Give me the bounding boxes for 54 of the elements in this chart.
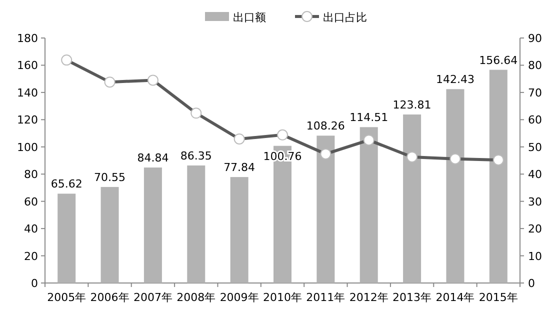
y2-tick-label: 70 — [528, 86, 542, 100]
bar — [144, 168, 162, 283]
bar — [489, 70, 508, 283]
x-tick-label: 2005年 — [47, 291, 86, 304]
data-label: 84.84 — [137, 152, 169, 165]
y2-tick-label: 80 — [528, 59, 542, 72]
y2-tick-label: 30 — [528, 195, 542, 208]
x-tick-label: 2015年 — [478, 291, 518, 304]
y-tick-label: 20 — [24, 250, 38, 263]
data-label: 86.35 — [180, 149, 212, 162]
x-tick-label: 2009年 — [220, 291, 259, 304]
y2-tick-label: 20 — [528, 222, 542, 236]
x-tick-label: 2006年 — [90, 291, 130, 304]
data-label: 142.43 — [436, 73, 474, 86]
x-tick-label: 2010年 — [263, 291, 302, 304]
y-tick-label: 100 — [17, 140, 38, 154]
y-tick-label: 160 — [17, 59, 38, 72]
data-label: 114.51 — [350, 111, 388, 124]
x-tick-label: 2013年 — [392, 291, 432, 304]
y2-tick-label: 10 — [528, 250, 542, 263]
legend-label: 出口额 — [233, 11, 266, 24]
data-label: 123.81 — [392, 98, 432, 112]
x-tick-label: 2014年 — [436, 291, 475, 304]
y-tick-label: 120 — [17, 114, 38, 127]
y-tick-label: 80 — [24, 168, 38, 182]
y-tick-label: 60 — [24, 195, 38, 208]
y2-tick-label: 50 — [528, 140, 542, 154]
bar — [316, 136, 335, 283]
x-tick-label: 2007年 — [133, 291, 172, 304]
x-tick-label: 2012年 — [349, 291, 388, 304]
bar — [187, 165, 206, 283]
bar — [446, 89, 464, 283]
data-label: 70.55 — [94, 170, 126, 184]
bar — [230, 177, 248, 283]
y2-tick-label: 90 — [528, 32, 542, 45]
legend-label: 出口占比 — [323, 11, 367, 24]
y2-tick-label: 0 — [528, 277, 535, 290]
bar — [360, 127, 378, 283]
y-tick-label: 40 — [24, 222, 38, 236]
bar — [58, 194, 76, 283]
data-label: 65.62 — [50, 178, 82, 191]
bar — [403, 114, 422, 283]
data-label: 100.76 — [263, 150, 302, 163]
y-tick-label: 0 — [31, 277, 38, 290]
y-tick-label: 180 — [17, 32, 38, 45]
x-tick-label: 2008年 — [176, 291, 216, 304]
y2-tick-label: 60 — [528, 114, 542, 127]
y2-tick-label: 40 — [528, 168, 542, 182]
bar — [100, 186, 119, 283]
data-label: 156.64 — [479, 54, 518, 67]
y-tick-label: 140 — [17, 86, 38, 100]
data-label: 77.84 — [224, 161, 256, 174]
x-tick-label: 2011年 — [306, 291, 346, 304]
data-label: 108.26 — [306, 120, 345, 133]
